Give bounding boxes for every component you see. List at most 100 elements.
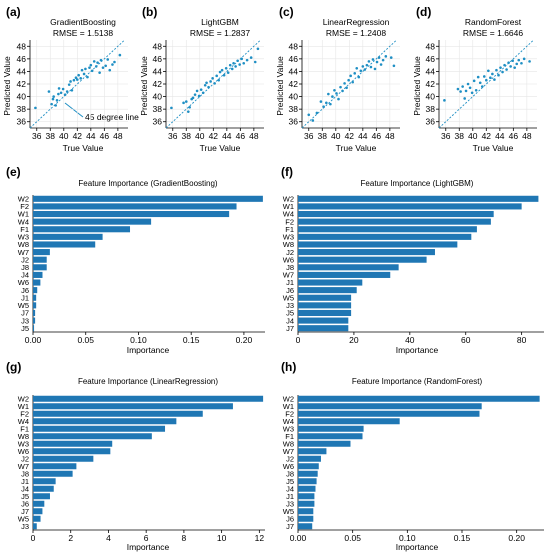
bar xyxy=(33,210,230,218)
category-label: J3 xyxy=(286,499,294,508)
data-point xyxy=(236,59,239,63)
bar xyxy=(33,455,94,462)
bar xyxy=(33,485,54,492)
x-tick-label: 60 xyxy=(461,335,471,345)
bar xyxy=(298,264,399,271)
bar xyxy=(298,500,315,507)
data-point xyxy=(57,87,61,90)
data-point xyxy=(311,119,315,122)
data-point xyxy=(34,106,37,110)
bar xyxy=(298,470,318,477)
bar xyxy=(298,515,314,522)
panel-f-letter: (f) xyxy=(281,165,293,179)
category-label: J8 xyxy=(21,469,29,478)
bar xyxy=(298,195,539,202)
y-tick-label: 42 xyxy=(426,79,436,89)
data-point xyxy=(491,72,494,76)
category-label: F2 xyxy=(20,409,29,418)
category-label: J3 xyxy=(286,301,294,310)
y-tick-label: 38 xyxy=(153,104,163,114)
x-tick-label: 44 xyxy=(86,131,96,141)
x-tick-label: 0.15 xyxy=(454,533,471,543)
panel-g-letter: (g) xyxy=(6,360,21,374)
category-label: W3 xyxy=(283,424,294,433)
data-point xyxy=(59,91,63,95)
y-tick-label: 44 xyxy=(153,66,163,76)
x-tick-label: 36 xyxy=(168,131,178,141)
category-label: J7 xyxy=(286,522,294,531)
x-tick-label: 6 xyxy=(144,533,149,543)
data-point xyxy=(50,102,53,106)
category-label: F1 xyxy=(285,225,294,234)
data-point xyxy=(497,73,500,77)
y-tick-label: 36 xyxy=(289,117,299,127)
bar xyxy=(33,218,152,225)
data-point xyxy=(94,65,98,68)
category-label: J7 xyxy=(286,324,294,333)
category-label: W6 xyxy=(283,255,294,264)
x-tick-label: 40 xyxy=(195,131,205,141)
x-tick-label: 40 xyxy=(405,335,415,345)
category-label: J5 xyxy=(286,309,294,318)
panel-e-title: Feature Importance (GradientBoosting) xyxy=(78,179,218,188)
data-point xyxy=(52,95,55,98)
y-tick-label: 36 xyxy=(153,117,163,127)
data-point xyxy=(106,58,110,61)
x-tick-label: 40 xyxy=(331,131,341,141)
category-label: W8 xyxy=(18,240,29,249)
data-point xyxy=(389,56,393,59)
panel-b-ylabel: Predicted Value xyxy=(139,56,149,116)
data-point xyxy=(377,56,381,59)
data-point xyxy=(82,72,86,76)
data-point xyxy=(101,66,105,69)
data-point xyxy=(493,78,496,81)
category-label: J5 xyxy=(21,324,29,333)
data-point xyxy=(256,47,260,51)
data-point xyxy=(499,66,502,69)
category-label: J4 xyxy=(286,316,294,325)
x-tick-label: 38 xyxy=(182,131,192,141)
x-tick-label: 0.05 xyxy=(77,335,94,345)
bar xyxy=(33,523,37,530)
y-tick-label: 42 xyxy=(289,79,299,89)
y-tick-label: 46 xyxy=(426,54,436,64)
data-point xyxy=(476,75,480,79)
x-tick-label: 36 xyxy=(32,131,42,141)
data-point xyxy=(74,76,78,80)
bar xyxy=(33,249,50,256)
y-tick-label: 48 xyxy=(153,41,163,51)
y-tick-label: 46 xyxy=(17,54,27,64)
bar xyxy=(33,287,38,294)
x-tick-label: 38 xyxy=(46,131,56,141)
data-point xyxy=(184,100,188,103)
data-point xyxy=(193,93,197,96)
panel-b-letter: (b) xyxy=(142,5,157,19)
bar xyxy=(33,271,43,278)
x-tick-label: 46 xyxy=(100,131,110,141)
data-point xyxy=(253,60,257,64)
category-label: J2 xyxy=(286,454,294,463)
bar xyxy=(298,410,480,417)
x-tick-label: 38 xyxy=(318,131,328,141)
y-tick-label: 38 xyxy=(289,104,299,114)
bar xyxy=(33,317,36,324)
data-point xyxy=(371,58,375,61)
data-point xyxy=(207,85,210,89)
x-tick-label: 42 xyxy=(209,131,219,141)
data-point xyxy=(76,78,79,81)
bar xyxy=(298,493,315,500)
x-tick-label: 0.00 xyxy=(25,335,42,345)
bar xyxy=(298,455,321,462)
data-point xyxy=(470,91,474,95)
data-point xyxy=(478,81,482,85)
y-tick-label: 46 xyxy=(289,54,299,64)
data-point xyxy=(333,88,336,92)
data-point xyxy=(92,60,96,63)
data-point xyxy=(367,60,371,63)
x-tick-label: 46 xyxy=(509,131,519,141)
bar xyxy=(33,433,152,440)
data-point xyxy=(307,113,311,117)
y-tick-label: 36 xyxy=(426,117,436,127)
category-label: W4 xyxy=(283,210,294,219)
